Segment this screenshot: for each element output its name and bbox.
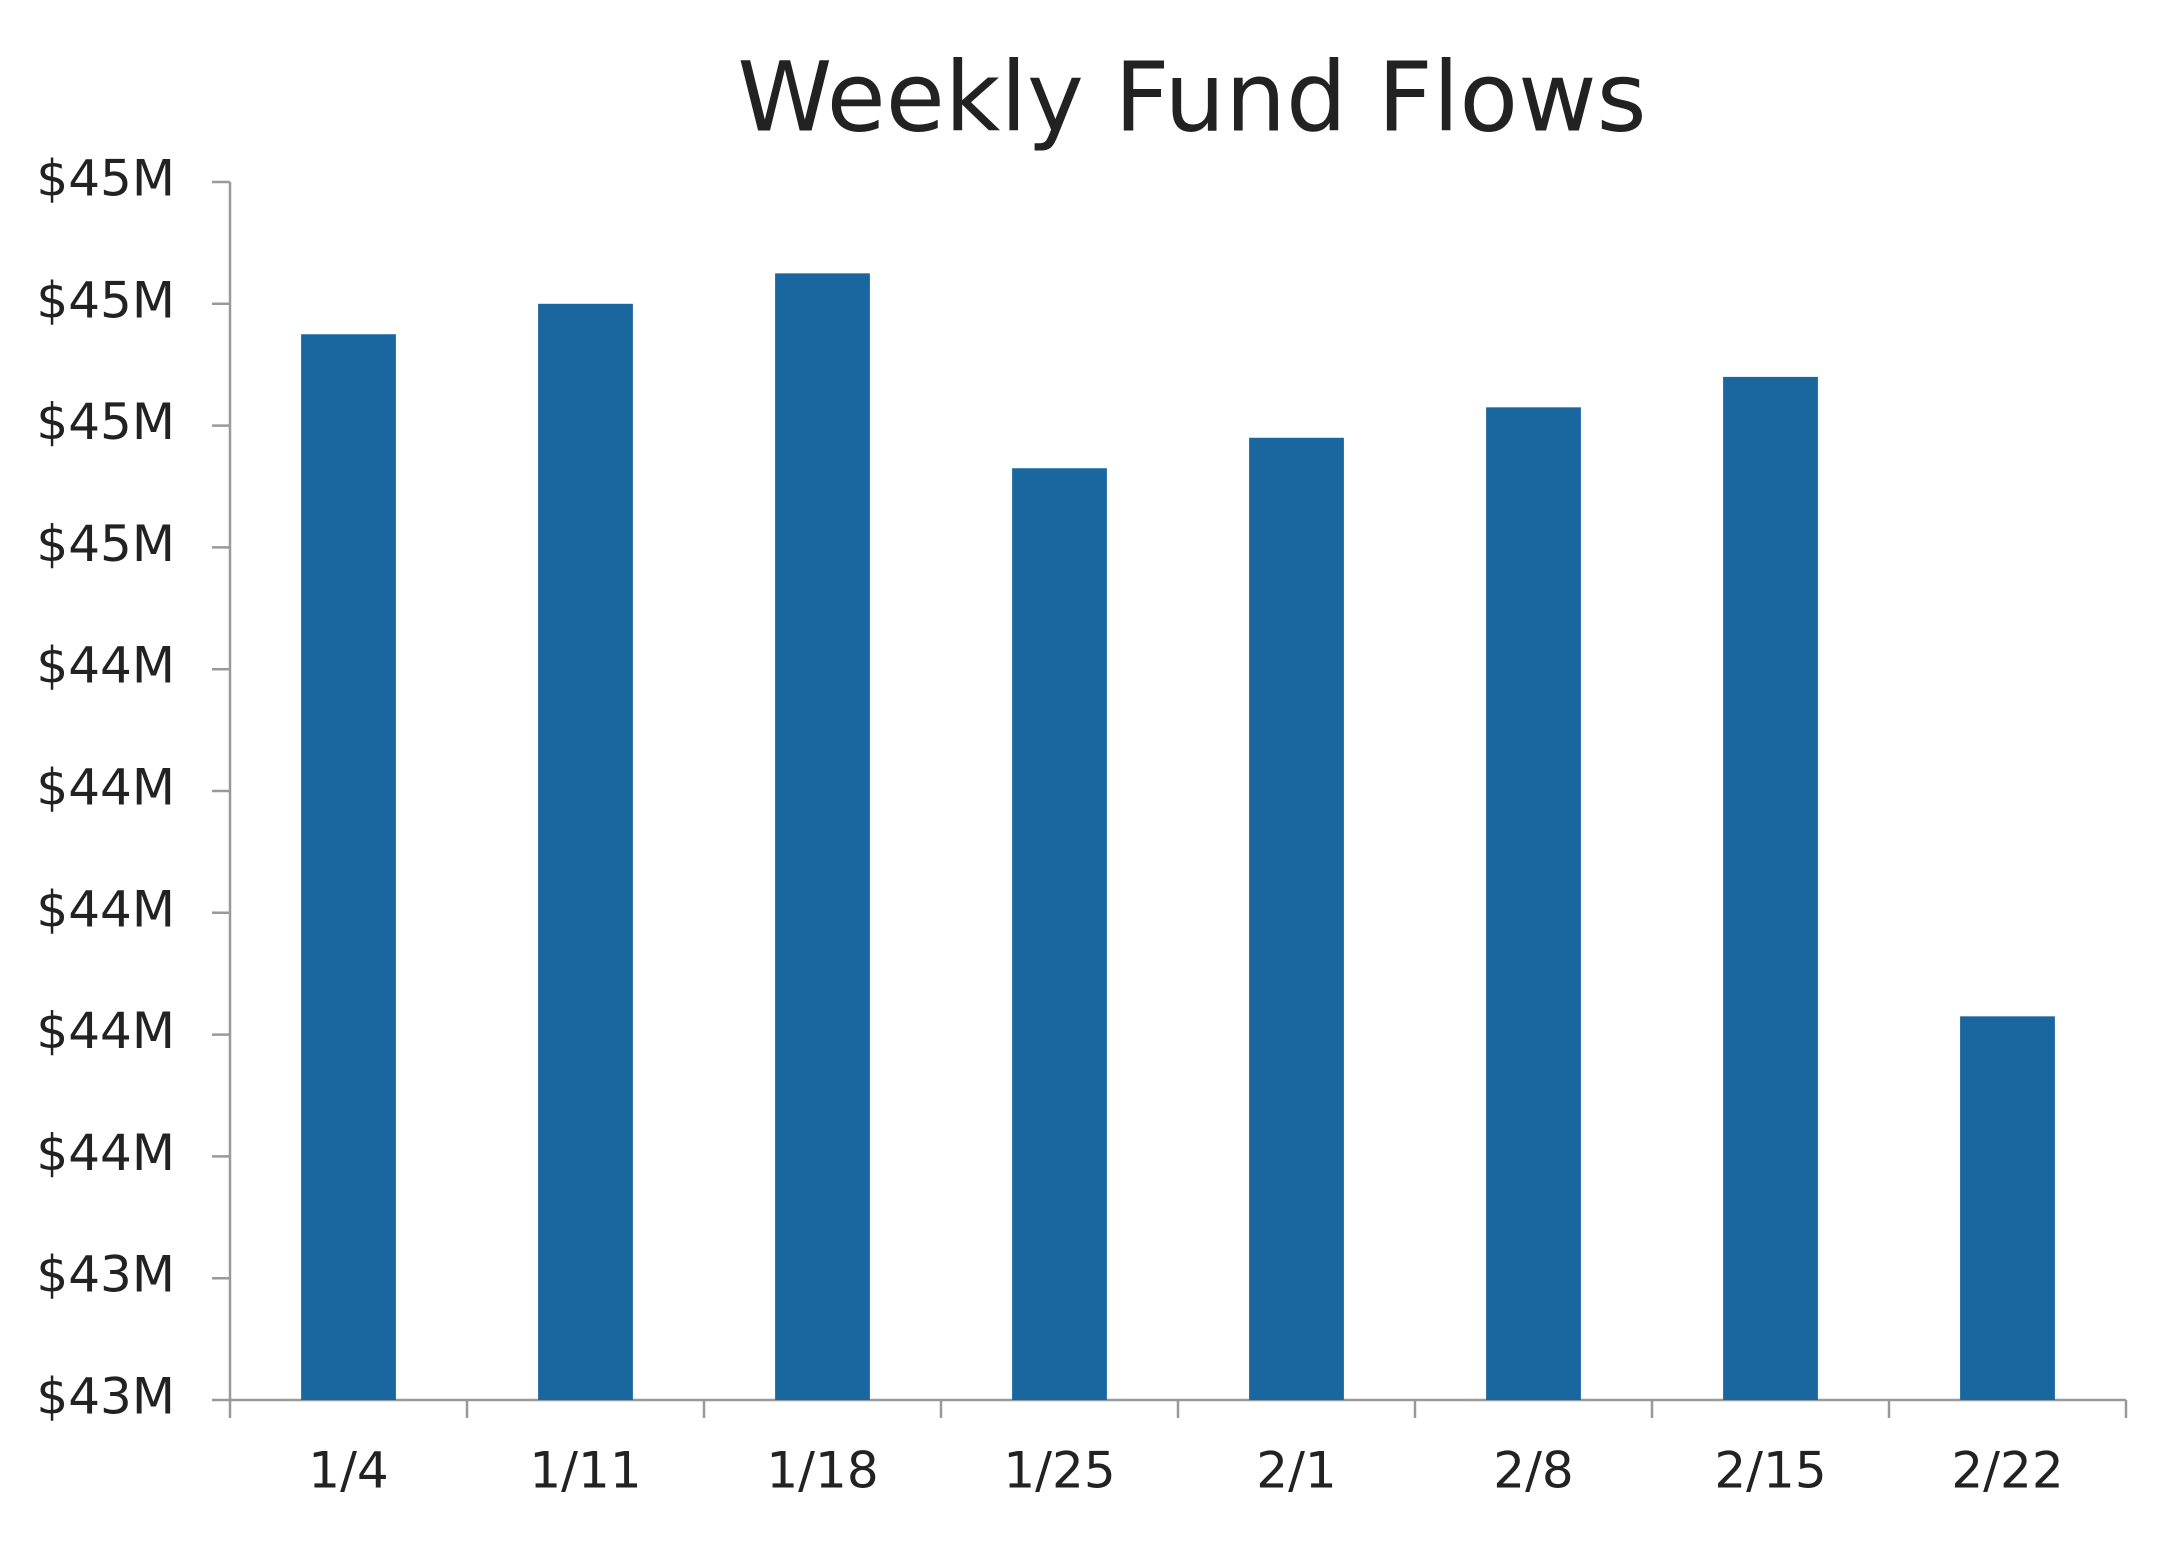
y-tick-label: $43M [36,1368,175,1426]
y-tick-label: $44M [36,880,175,938]
bar [775,273,870,1401]
y-tick-label: $44M [36,759,175,817]
x-tick-label: 1/4 [308,1442,388,1500]
y-tick-label: $44M [36,1124,175,1182]
x-tick-label: 1/11 [529,1442,641,1500]
y-tick-label: $44M [36,637,175,695]
y-tick-label: $45M [36,150,175,208]
bar [1486,407,1581,1401]
y-tick-label: $43M [36,1246,175,1304]
x-tick-label: 2/22 [1951,1442,2063,1500]
y-tick-label: $45M [36,271,175,329]
x-tick-label: 2/15 [1714,1442,1826,1500]
bar [1960,1016,2055,1400]
bar [538,303,633,1400]
x-tick-label: 2/1 [1256,1442,1336,1500]
bar [1012,468,1107,1401]
bar [1723,376,1818,1400]
x-tick-label: 2/8 [1493,1442,1573,1500]
bar [301,334,396,1400]
x-tick-label: 1/25 [1003,1442,1115,1500]
y-tick-label: $44M [36,1002,175,1060]
y-tick-label: $45M [36,393,175,451]
chart-title: Weekly Fund Flows [737,41,1646,153]
bar [1249,437,1344,1400]
x-tick-label: 1/18 [766,1442,878,1500]
y-tick-label: $45M [36,515,175,573]
